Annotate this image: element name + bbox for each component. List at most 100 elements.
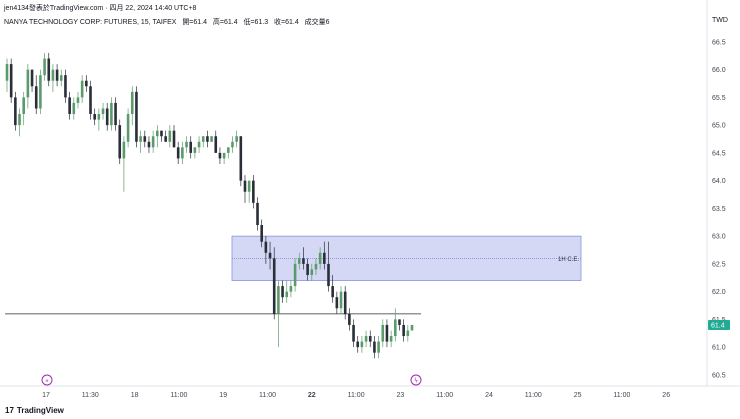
- low-value: 低=61.3: [243, 19, 269, 26]
- time-axis[interactable]: 17 11:30 18 11:00 19 11:00 22 11:00 23 11:00 24 11:…: [42, 392, 670, 399]
- candle-body: [393, 319, 397, 337]
- candle-body: [172, 130, 176, 148]
- candle-body: [272, 258, 276, 314]
- open-value: 開=61.4: [182, 19, 208, 26]
- candle-body: [377, 341, 380, 353]
- candle-body: [164, 136, 167, 142]
- event-marker-icon[interactable]: »: [41, 374, 53, 386]
- candle-body: [160, 130, 163, 137]
- time-tick-label: 25: [574, 392, 582, 399]
- candle-body: [189, 141, 193, 153]
- time-tick-label: 11:00: [613, 392, 630, 399]
- zone-label: 1H C.E.: [558, 257, 579, 263]
- author-label: jen4134發表於TradingView.com: [4, 5, 104, 12]
- svg-text:ϟ: ϟ: [414, 378, 418, 385]
- candle-body: [126, 114, 130, 142]
- candle-body: [264, 241, 268, 253]
- event-marker-icon[interactable]: ϟ: [410, 374, 422, 386]
- time-tick-label: 11:00: [348, 392, 365, 399]
- price-tick-label: 66.0: [712, 67, 726, 74]
- price-tick-label: 64.5: [712, 150, 726, 157]
- time-tick-label: 26: [662, 392, 670, 399]
- candle-body: [314, 263, 318, 270]
- candle-body: [5, 64, 9, 81]
- candle-body: [310, 269, 314, 275]
- price-tick-label: 62.0: [712, 289, 726, 296]
- candle-body: [381, 324, 385, 342]
- time-tick-label: 22: [308, 392, 316, 399]
- symbol-legend: NANYA TECHNOLOGY CORP: FUTURES, 15, TAIF…: [4, 17, 330, 27]
- candle-body: [201, 136, 205, 142]
- price-tick-label: 65.5: [712, 95, 726, 102]
- tradingview-mark-icon: 17: [5, 406, 14, 415]
- currency-label: TWD: [712, 17, 728, 24]
- candle-body: [26, 69, 30, 98]
- candle-body: [51, 69, 55, 81]
- candle-body: [231, 141, 234, 148]
- candle-body: [268, 252, 272, 259]
- candle-body: [318, 252, 322, 264]
- candle-body: [76, 97, 80, 103]
- price-tick-label: 62.5: [712, 261, 726, 268]
- time-tick-label: 18: [131, 392, 139, 399]
- candle-body: [289, 286, 293, 292]
- candle-body: [256, 202, 259, 226]
- candle-body: [139, 136, 142, 142]
- candle-body: [368, 336, 372, 342]
- candle-body: [218, 152, 222, 159]
- symbol-name: NANYA TECHNOLOGY CORP: FUTURES, 15, TAIF…: [4, 19, 177, 26]
- brand-label: TradingView: [16, 406, 64, 415]
- time-tick-label: 11:00: [259, 392, 276, 399]
- candle-body: [122, 141, 126, 159]
- price-tick-label: 64.0: [712, 178, 726, 185]
- price-tick-label: 61.0: [712, 345, 726, 352]
- candle-body: [34, 86, 38, 109]
- candle-body: [30, 69, 34, 87]
- candle-body: [239, 136, 243, 181]
- candle-body: [89, 86, 92, 115]
- volume-value: 成交量6: [304, 19, 330, 26]
- candle-body: [410, 324, 414, 331]
- candle-body: [252, 180, 255, 203]
- high-value: 高=61.4: [212, 19, 238, 26]
- candle-body: [55, 69, 59, 81]
- candle-body: [335, 297, 339, 309]
- candle-body: [348, 313, 351, 325]
- candle-body: [210, 136, 213, 142]
- candle-body: [9, 64, 13, 98]
- time-tick-label: 11:00: [170, 392, 187, 399]
- candle-body: [235, 136, 238, 142]
- candle-body: [14, 97, 17, 126]
- datetime-label: 四月 22, 2024 14:40 UTC+8: [109, 5, 197, 12]
- price-tick-label: 65.0: [712, 123, 726, 130]
- time-tick-label: 11:00: [436, 392, 453, 399]
- price-tick-label: 63.0: [712, 234, 726, 241]
- tradingview-logo[interactable]: 17 TradingView: [5, 406, 64, 415]
- time-tick-label: 17: [42, 392, 50, 399]
- candle-body: [398, 319, 401, 325]
- candle-body: [247, 180, 251, 192]
- last-price-tag: [708, 319, 730, 330]
- candle-body: [147, 141, 151, 148]
- time-tick-label: 11:00: [525, 392, 542, 399]
- candle-body: [135, 91, 138, 142]
- price-tick-label: 66.5: [712, 39, 726, 46]
- candle-body: [22, 97, 26, 115]
- price-tick-label: 60.5: [712, 372, 726, 379]
- candle-body: [327, 263, 330, 287]
- candle-body: [80, 80, 84, 98]
- chart-header: jen4134發表於TradingView.com · 四月 22, 2024 …: [4, 5, 197, 12]
- candle-body: [114, 102, 117, 126]
- price-tick-label: 63.5: [712, 206, 726, 213]
- time-tick-label: 11:30: [82, 392, 99, 399]
- candle-body: [277, 286, 280, 314]
- candle-body: [339, 291, 343, 309]
- candle-body: [197, 141, 201, 148]
- candle-body: [176, 147, 180, 159]
- candle-body: [389, 336, 393, 342]
- candle-body: [293, 263, 297, 287]
- candle-body: [306, 263, 309, 275]
- time-tick-label: 23: [397, 392, 405, 399]
- candle-body: [68, 97, 71, 115]
